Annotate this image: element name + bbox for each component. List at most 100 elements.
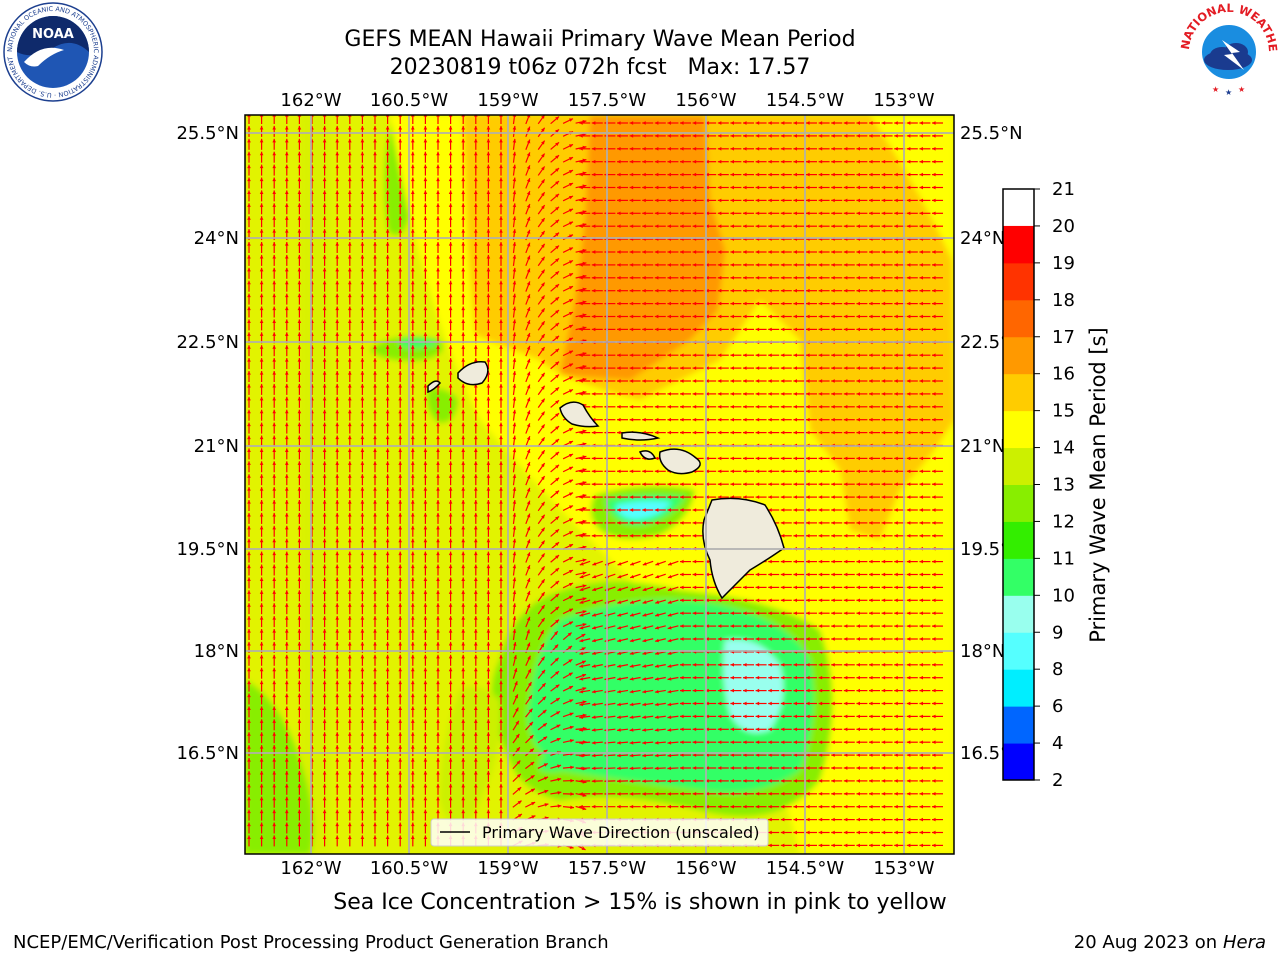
wave-arrow-head (894, 495, 898, 499)
wave-arrow-head (373, 229, 377, 233)
wave-arrow-head (473, 203, 478, 207)
wave-arrow-head (919, 572, 923, 577)
wave-arrow-head (385, 409, 390, 414)
wave-arrow-head (284, 435, 289, 440)
wave-arrow-head (398, 164, 403, 169)
wave-arrow-head (385, 512, 390, 517)
wave-arrow-head (398, 525, 403, 530)
wave-arrow-head (831, 559, 835, 564)
wave-arrow-head (780, 495, 785, 499)
wave-arrow-head (579, 172, 583, 177)
wave-arrow-head (499, 319, 503, 323)
wave-arrow-head (869, 185, 873, 190)
wave-arrow-head (499, 164, 503, 169)
wave-arrow-head (526, 590, 531, 595)
wave-arrow-head (869, 624, 873, 628)
wave-arrow-head (297, 306, 302, 311)
wave-arrow-head (526, 642, 531, 647)
wave-arrow-head (373, 461, 377, 465)
wave-arrow-head (743, 159, 747, 164)
wave-arrow-head (692, 172, 697, 177)
wave-arrow-head (528, 682, 532, 687)
wave-arrow-head (856, 404, 860, 409)
wave-arrow-head (423, 254, 428, 259)
wave-arrow-head (617, 562, 622, 566)
wave-arrow-head (869, 521, 873, 525)
wave-arrow-head (555, 400, 560, 405)
wave-arrow-head (919, 211, 923, 216)
wave-arrow-head (743, 675, 747, 680)
wave-arrow-head (486, 422, 491, 427)
wave-arrow-head (667, 146, 671, 151)
wave-arrow-head (512, 216, 517, 221)
wave-arrow-head (919, 275, 923, 280)
wave-arrow-head (347, 306, 352, 311)
wave-arrow-head (919, 224, 923, 229)
wave-arrow-head (335, 422, 340, 427)
wave-arrow-head (629, 288, 634, 293)
wave-arrow-head (398, 435, 403, 440)
wave-arrow-head (541, 295, 545, 300)
wave-arrow-head (692, 482, 697, 487)
wave-arrow-head (793, 495, 797, 499)
wave-arrow-head (856, 417, 860, 422)
wave-arrow-head (541, 669, 546, 674)
wave-arrow-head (486, 345, 491, 349)
wave-arrow-head (579, 146, 583, 151)
wave-arrow-head (373, 125, 377, 130)
wave-arrow-head (654, 250, 659, 254)
wave-arrow-head (398, 512, 403, 517)
wave-arrow-head (499, 435, 503, 440)
wave-arrow-head (448, 654, 453, 659)
wave-arrow-head (642, 288, 646, 293)
wave-arrow-head (768, 146, 772, 151)
wave-arrow-head (869, 392, 873, 396)
wave-arrow-head (512, 125, 517, 130)
wave-arrow-head (555, 310, 560, 314)
wave-arrow-head (642, 404, 646, 409)
wave-arrow-head (768, 263, 772, 267)
wave-arrow-head (373, 667, 377, 672)
wave-arrow-head (322, 125, 327, 130)
wave-arrow-head (512, 203, 517, 208)
wave-arrow-head (398, 242, 403, 246)
wave-arrow-head (768, 301, 772, 306)
wave-arrow-head (667, 301, 671, 306)
noaa-logo-text: NOAA (32, 27, 74, 42)
wave-arrow-head (856, 353, 860, 358)
wave-arrow-head (398, 500, 403, 504)
wave-arrow-head (629, 651, 634, 656)
wave-arrow-head (410, 629, 415, 633)
wave-arrow-head (780, 675, 785, 680)
wave-arrow-head (869, 456, 873, 461)
wave-arrow-head (831, 430, 835, 435)
wave-arrow-head (642, 417, 646, 422)
wave-arrow-head (512, 435, 517, 440)
wave-arrow-head (869, 417, 873, 422)
wave-arrow-head (461, 383, 466, 388)
wave-arrow-head (806, 508, 810, 512)
wave-arrow-head (667, 533, 671, 538)
wave-arrow-head (297, 177, 302, 182)
wave-arrow-head (568, 221, 573, 226)
wave-arrow-head (461, 667, 466, 672)
wave-arrow-head (360, 564, 365, 569)
wave-arrow-head (743, 172, 747, 177)
wave-arrow-head (499, 487, 503, 491)
wave-arrow-head (284, 125, 289, 130)
wave-arrow-head (894, 559, 898, 564)
wave-arrow-head (654, 146, 659, 151)
wave-arrow-head (284, 306, 289, 311)
wave-arrow-head (818, 585, 823, 590)
wave-arrow-head (654, 211, 659, 216)
wave-arrow-head (259, 564, 264, 569)
wave-arrow-head (768, 392, 772, 396)
wave-arrow-head (768, 404, 772, 409)
wave-arrow-head (259, 577, 264, 581)
wave-arrow-head (881, 275, 886, 280)
wave-arrow-head (541, 179, 545, 184)
wave-arrow-head (373, 422, 377, 427)
wave-arrow-head (436, 306, 440, 311)
wave-arrow-head (692, 211, 697, 216)
wave-arrow-head (906, 392, 911, 396)
